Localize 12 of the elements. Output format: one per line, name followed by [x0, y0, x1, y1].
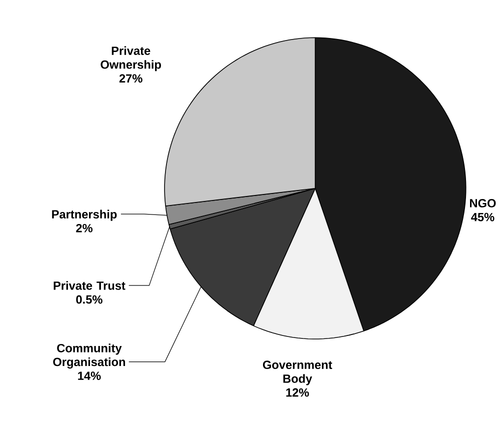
data-label: 45%: [471, 212, 494, 222]
data-label: 14%: [78, 372, 101, 380]
slice-label: Community Organisation: [53, 344, 126, 368]
data-label: 2%: [76, 224, 93, 232]
slice-label: NGO: [470, 198, 496, 208]
slice-label: Private Ownership: [100, 46, 161, 72]
data-label: 0.5%: [76, 295, 102, 304]
data-label: 12%: [286, 388, 309, 397]
slice-label: Private Trust: [54, 281, 126, 290]
data-label: 27%: [119, 74, 142, 82]
slice-label: Government Body: [262, 360, 332, 386]
slice-label: Partnership: [52, 210, 117, 221]
